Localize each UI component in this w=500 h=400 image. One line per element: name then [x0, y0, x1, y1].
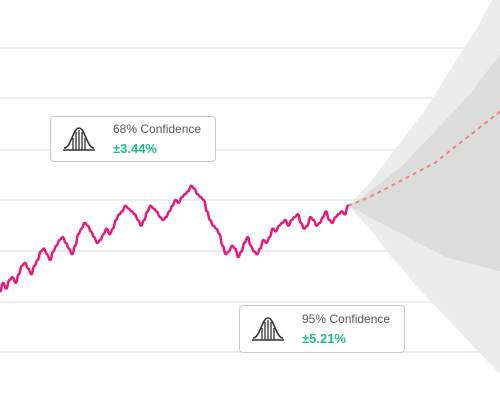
confidence-95-callout: 95% Confidence ±5.21% [239, 305, 405, 353]
forecast-line [347, 110, 500, 207]
bell-curve-icon [252, 317, 284, 341]
historical-series-line [0, 184, 350, 293]
confidence-bands [348, 0, 500, 375]
confidence-68-label: 68% Confidence [113, 121, 202, 136]
confidence-95-label: 95% Confidence [302, 311, 391, 326]
confidence-68-callout: 68% Confidence ±3.44% [50, 116, 216, 162]
confidence-95-value: ±5.21% [302, 330, 346, 346]
series-lines [0, 110, 500, 293]
bell-curve-icon [63, 127, 95, 151]
confidence-68-value: ±3.44% [113, 140, 157, 156]
inner-confidence-band [348, 54, 500, 272]
